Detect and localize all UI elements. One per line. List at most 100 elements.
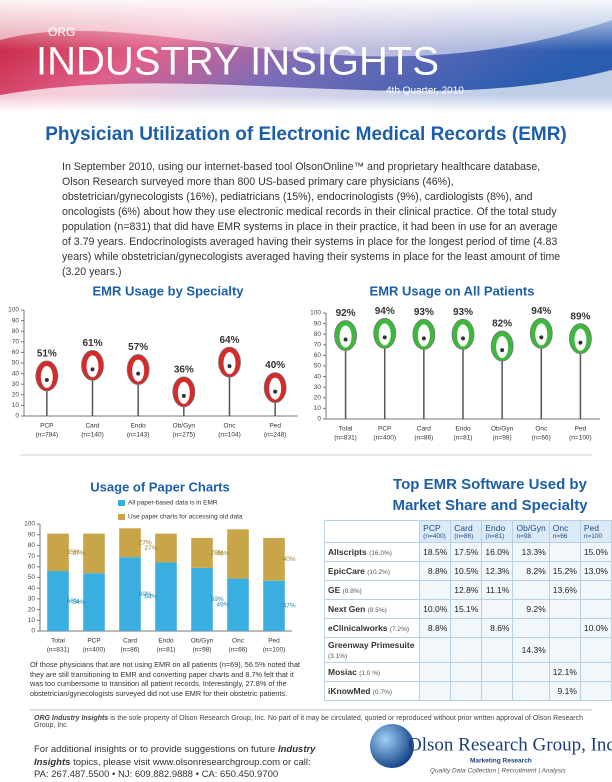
thermometer-dot (181, 393, 186, 398)
thermometer-glass (86, 355, 99, 378)
column-n: n=66 (552, 533, 568, 540)
y-tick-label: 0 (317, 416, 321, 423)
bar-segment (119, 528, 141, 558)
bar-segment (191, 567, 213, 631)
thermometer (412, 319, 436, 419)
thermometer-dot (136, 371, 141, 376)
legend-swatch (118, 500, 125, 506)
thermometer-glass (417, 324, 430, 347)
thermometer (490, 330, 514, 419)
x-tick-label: Card (123, 638, 137, 645)
bar-segment (263, 537, 285, 581)
y-tick-label: 50 (314, 363, 322, 370)
column-n: n=98 (516, 533, 532, 540)
table-cell: 15.2% (548, 561, 581, 581)
row-name-cell: Greenway Primesuite (3.1%) (323, 637, 421, 663)
row-name-cell: eClinicalworks (7.2%) (323, 618, 421, 638)
legend-swatch (118, 514, 125, 520)
value-label: 56% (67, 598, 80, 605)
x-tick-label: Onc (232, 638, 245, 645)
row-name-cell: GE (8.8%) (323, 580, 421, 600)
value-label: 94% (531, 306, 551, 317)
y-tick-label: 60 (314, 352, 322, 359)
disclaimer-brand: ORG Industry Insights (34, 715, 109, 722)
bar-segment (83, 573, 105, 631)
column-name: Onc (552, 523, 569, 533)
row-share: (8.5%) (367, 607, 387, 614)
y-tick-label: 90 (28, 531, 36, 538)
column-n: (n=86) (454, 533, 474, 540)
thermometer-dot (461, 336, 465, 341)
disclaimer-text: is the sole property of Olson Research G… (34, 715, 583, 729)
y-tick-label: 0 (15, 413, 19, 420)
bar-segment (155, 562, 177, 631)
column-name: Ob/Gyn (516, 523, 546, 533)
row-name-cell: Allscripts (16.0%) (323, 542, 421, 562)
bar-segment (47, 533, 69, 572)
header-fade (0, 0, 612, 112)
row-name-cell: iKnowMed (0.7%) (323, 681, 421, 701)
x-tick-label: Card (85, 423, 99, 430)
y-tick-label: 20 (12, 392, 20, 399)
legend-label: All paper-based data is in EMR (128, 500, 218, 507)
thermometer (529, 317, 553, 419)
value-label: 47% (283, 603, 296, 610)
value-label: 64% (144, 593, 157, 600)
column-name: Card (454, 523, 473, 533)
y-tick-label: 100 (24, 521, 35, 528)
column-name: Endo (485, 523, 506, 533)
table-cell (481, 681, 514, 701)
table-cell: 8.8% (419, 618, 452, 638)
x-tick-sublabel: (n=66) (229, 647, 248, 654)
logo-services: Quality Data Collection | Recruitment | … (430, 768, 566, 775)
value-label: 36% (174, 364, 194, 375)
header-date: 4th Quarter, 2010 (386, 86, 464, 97)
table-cell (512, 681, 550, 701)
table-cell (512, 662, 550, 682)
x-tick-label: Onc (535, 426, 548, 433)
row-name-cell: Mosiac (1.0 %) (323, 662, 421, 682)
column-header: Onc n=66 (548, 520, 581, 543)
x-tick-label: Endo (131, 423, 147, 430)
table-cell (450, 637, 483, 663)
table-cell (450, 681, 483, 701)
thermometer-dot (421, 336, 426, 341)
corner-cell (323, 520, 421, 543)
thermometer-dot (343, 337, 348, 342)
row-name: eClinicalworks (328, 623, 388, 633)
thermometer-glass (177, 381, 190, 404)
thermometer-glass (457, 324, 469, 347)
value-label: 61% (82, 338, 102, 349)
table-cell: 16.0% (481, 542, 514, 562)
value-label: 27% (139, 539, 152, 546)
table-cell: 13.3% (512, 542, 550, 562)
row-name: Greenway Primesuite (328, 640, 415, 650)
thermometer-dot (44, 377, 49, 382)
x-tick-sublabel: (n=248) (264, 432, 287, 439)
contact: For additional insights or to provide su… (34, 744, 354, 782)
bar-segment (155, 533, 177, 563)
row-name: Mosiac (328, 667, 357, 677)
thermometer (81, 349, 104, 416)
table-cell: 8.6% (481, 618, 514, 638)
x-tick-sublabel: (n=831) (47, 647, 70, 654)
row-name: EpicCare (328, 566, 365, 576)
column-n: (n=81) (485, 533, 505, 540)
x-tick-label: PCP (378, 426, 391, 433)
thermometer-glass (339, 325, 352, 348)
x-tick-sublabel: (n=98) (493, 435, 512, 442)
x-tick-label: Card (417, 426, 431, 433)
disclaimer: ORG Industry Insights is the sole proper… (34, 715, 594, 729)
table-cell: 11.1% (481, 580, 514, 600)
x-tick-sublabel: (n=81) (157, 647, 176, 654)
thermometer (569, 323, 592, 419)
x-tick-sublabel: (n=400) (373, 435, 396, 442)
value-label: 59% (211, 596, 224, 603)
table-cell (548, 637, 581, 663)
y-tick-label: 60 (12, 349, 20, 356)
x-tick-sublabel: (n=66) (532, 435, 551, 442)
x-tick-sublabel: (n=98) (193, 647, 212, 654)
x-tick-label: Total (51, 638, 65, 645)
x-tick-label: PCP (87, 638, 100, 645)
x-tick-sublabel: (n=104) (218, 432, 241, 439)
